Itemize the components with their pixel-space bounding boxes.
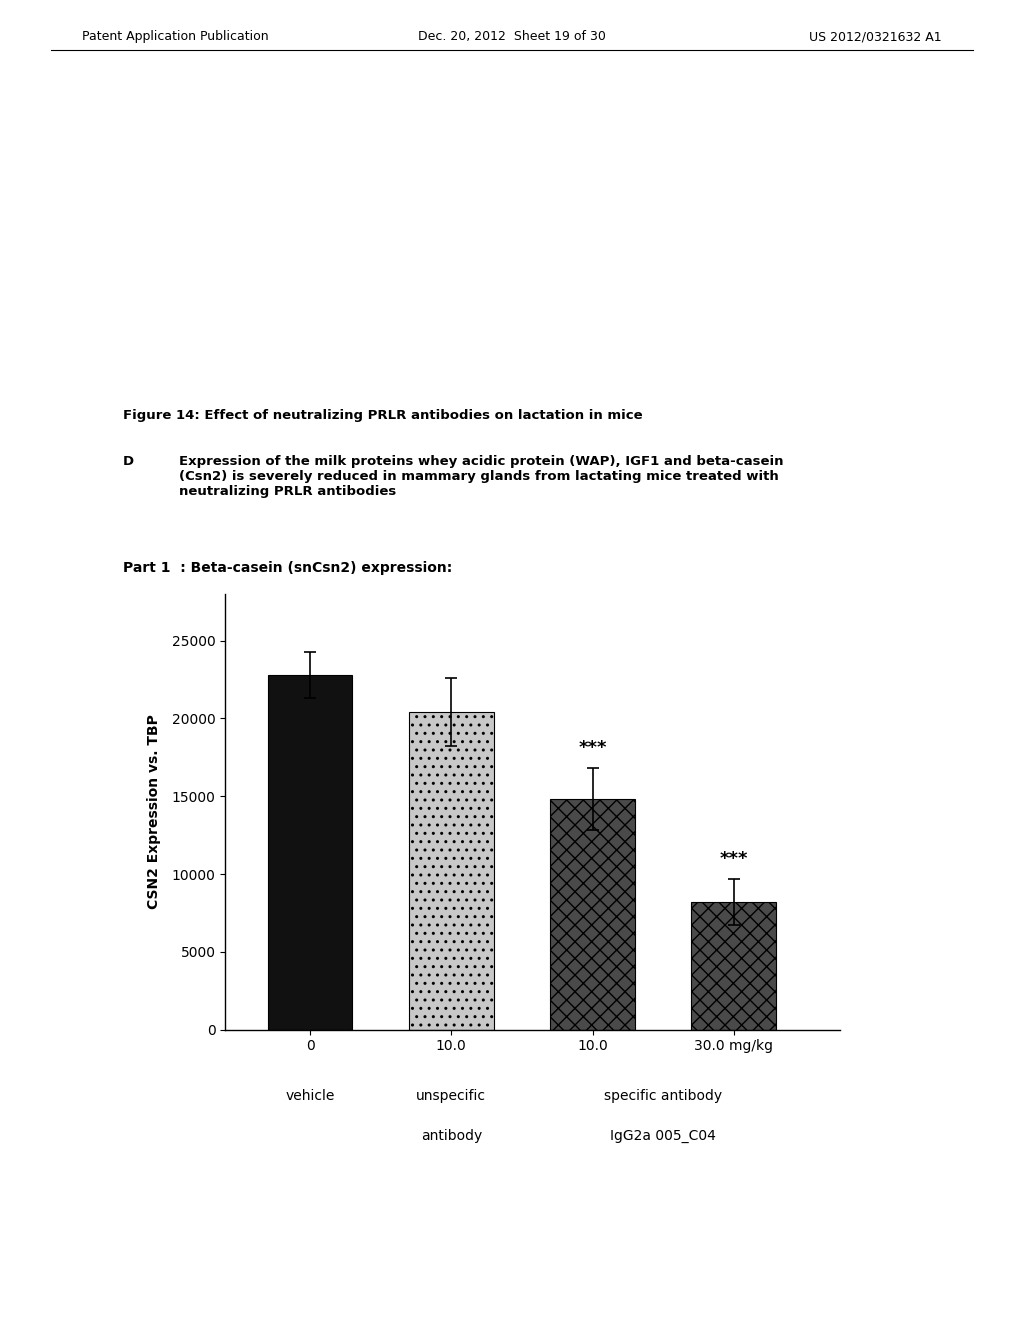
Text: Expression of the milk proteins whey acidic protein (WAP), IGF1 and beta-casein
: Expression of the milk proteins whey aci… (179, 455, 783, 499)
Text: ***: *** (579, 739, 607, 758)
Text: vehicle: vehicle (286, 1089, 335, 1104)
Text: Figure 14: Effect of neutralizing PRLR antibodies on lactation in mice: Figure 14: Effect of neutralizing PRLR a… (123, 409, 642, 422)
Text: ***: *** (720, 850, 748, 867)
Y-axis label: CSN2 Expression vs. TBP: CSN2 Expression vs. TBP (146, 714, 161, 909)
Bar (409, 713, 494, 1030)
Text: specific antibody: specific antibody (604, 1089, 722, 1104)
Text: IgG2a 005_C04: IgG2a 005_C04 (610, 1129, 716, 1143)
Text: antibody: antibody (421, 1129, 482, 1143)
Text: US 2012/0321632 A1: US 2012/0321632 A1 (809, 30, 942, 44)
Text: unspecific: unspecific (417, 1089, 486, 1104)
Text: Dec. 20, 2012  Sheet 19 of 30: Dec. 20, 2012 Sheet 19 of 30 (418, 30, 606, 44)
Bar (267, 675, 352, 1030)
Text: D: D (123, 455, 134, 469)
Text: Part 1  : Beta-casein (snCsn2) expression:: Part 1 : Beta-casein (snCsn2) expression… (123, 561, 453, 576)
Bar (550, 800, 635, 1030)
Text: Patent Application Publication: Patent Application Publication (82, 30, 268, 44)
Bar (691, 902, 776, 1030)
